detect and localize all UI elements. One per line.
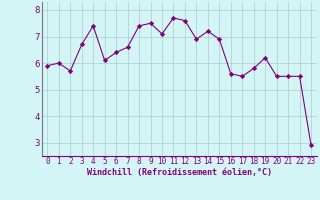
X-axis label: Windchill (Refroidissement éolien,°C): Windchill (Refroidissement éolien,°C): [87, 168, 272, 177]
